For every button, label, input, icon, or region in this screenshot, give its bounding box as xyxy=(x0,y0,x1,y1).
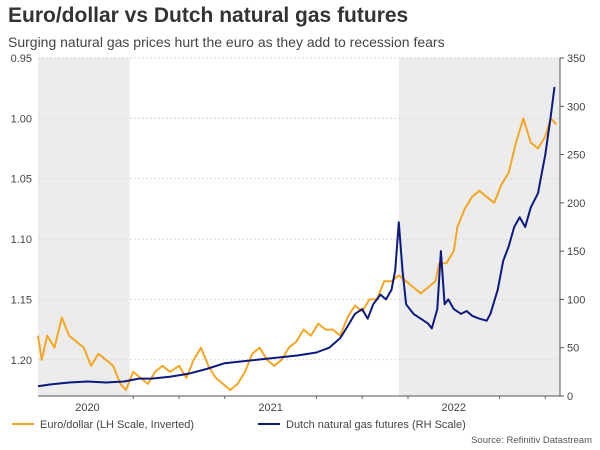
axis-layer: 0.95 1.00 1.05 1.10 1.15 1.20 0 50 100 150 200 250 3… xyxy=(11,53,586,414)
shade-layer xyxy=(38,58,560,396)
y-left-tick-label: 1.20 xyxy=(11,355,32,367)
y-left-tick-label: 1.05 xyxy=(11,174,32,186)
y-right-tick-label: 300 xyxy=(567,101,585,113)
legend-label-0: Euro/dollar (LH Scale, Inverted) xyxy=(40,419,194,431)
x-tick-label: 2021 xyxy=(258,402,282,414)
x-tick-label: 2020 xyxy=(75,402,99,414)
y-right-tick-label: 350 xyxy=(567,53,585,65)
y-left-tick-label: 1.15 xyxy=(11,294,32,306)
x-tick-label: 2022 xyxy=(442,402,466,414)
y-right-tick-label: 250 xyxy=(567,150,585,162)
gas-futures-line xyxy=(37,86,556,388)
legend: Euro/dollar (LH Scale, Inverted) Dutch na… xyxy=(12,419,466,431)
shaded-region-1 xyxy=(398,58,560,396)
chart-title: Euro/dollar vs Dutch natural gas futures xyxy=(8,4,409,27)
y-left-tick-label: 1.10 xyxy=(11,234,32,246)
y-right-tick-label: 150 xyxy=(567,246,585,258)
y-left-tick-label: 0.95 xyxy=(11,53,32,65)
chart-subtitle: Surging natural gas prices hurt the euro… xyxy=(8,34,445,50)
y-right-tick-label: 100 xyxy=(567,294,585,306)
series-layer xyxy=(37,86,558,391)
eurusd-line xyxy=(37,117,558,391)
y-right-tick-label: 50 xyxy=(567,343,579,355)
y-right-tick-label: 200 xyxy=(567,198,585,210)
y-right-tick-label: 0 xyxy=(567,391,573,403)
grid-layer xyxy=(38,57,560,361)
shaded-region-0 xyxy=(38,58,130,396)
y-left-tick-label: 1.00 xyxy=(11,113,32,125)
legend-label-1: Dutch natural gas futures (RH Scale) xyxy=(286,419,466,431)
source-note: Source: Refinitiv Datastream xyxy=(471,435,592,446)
